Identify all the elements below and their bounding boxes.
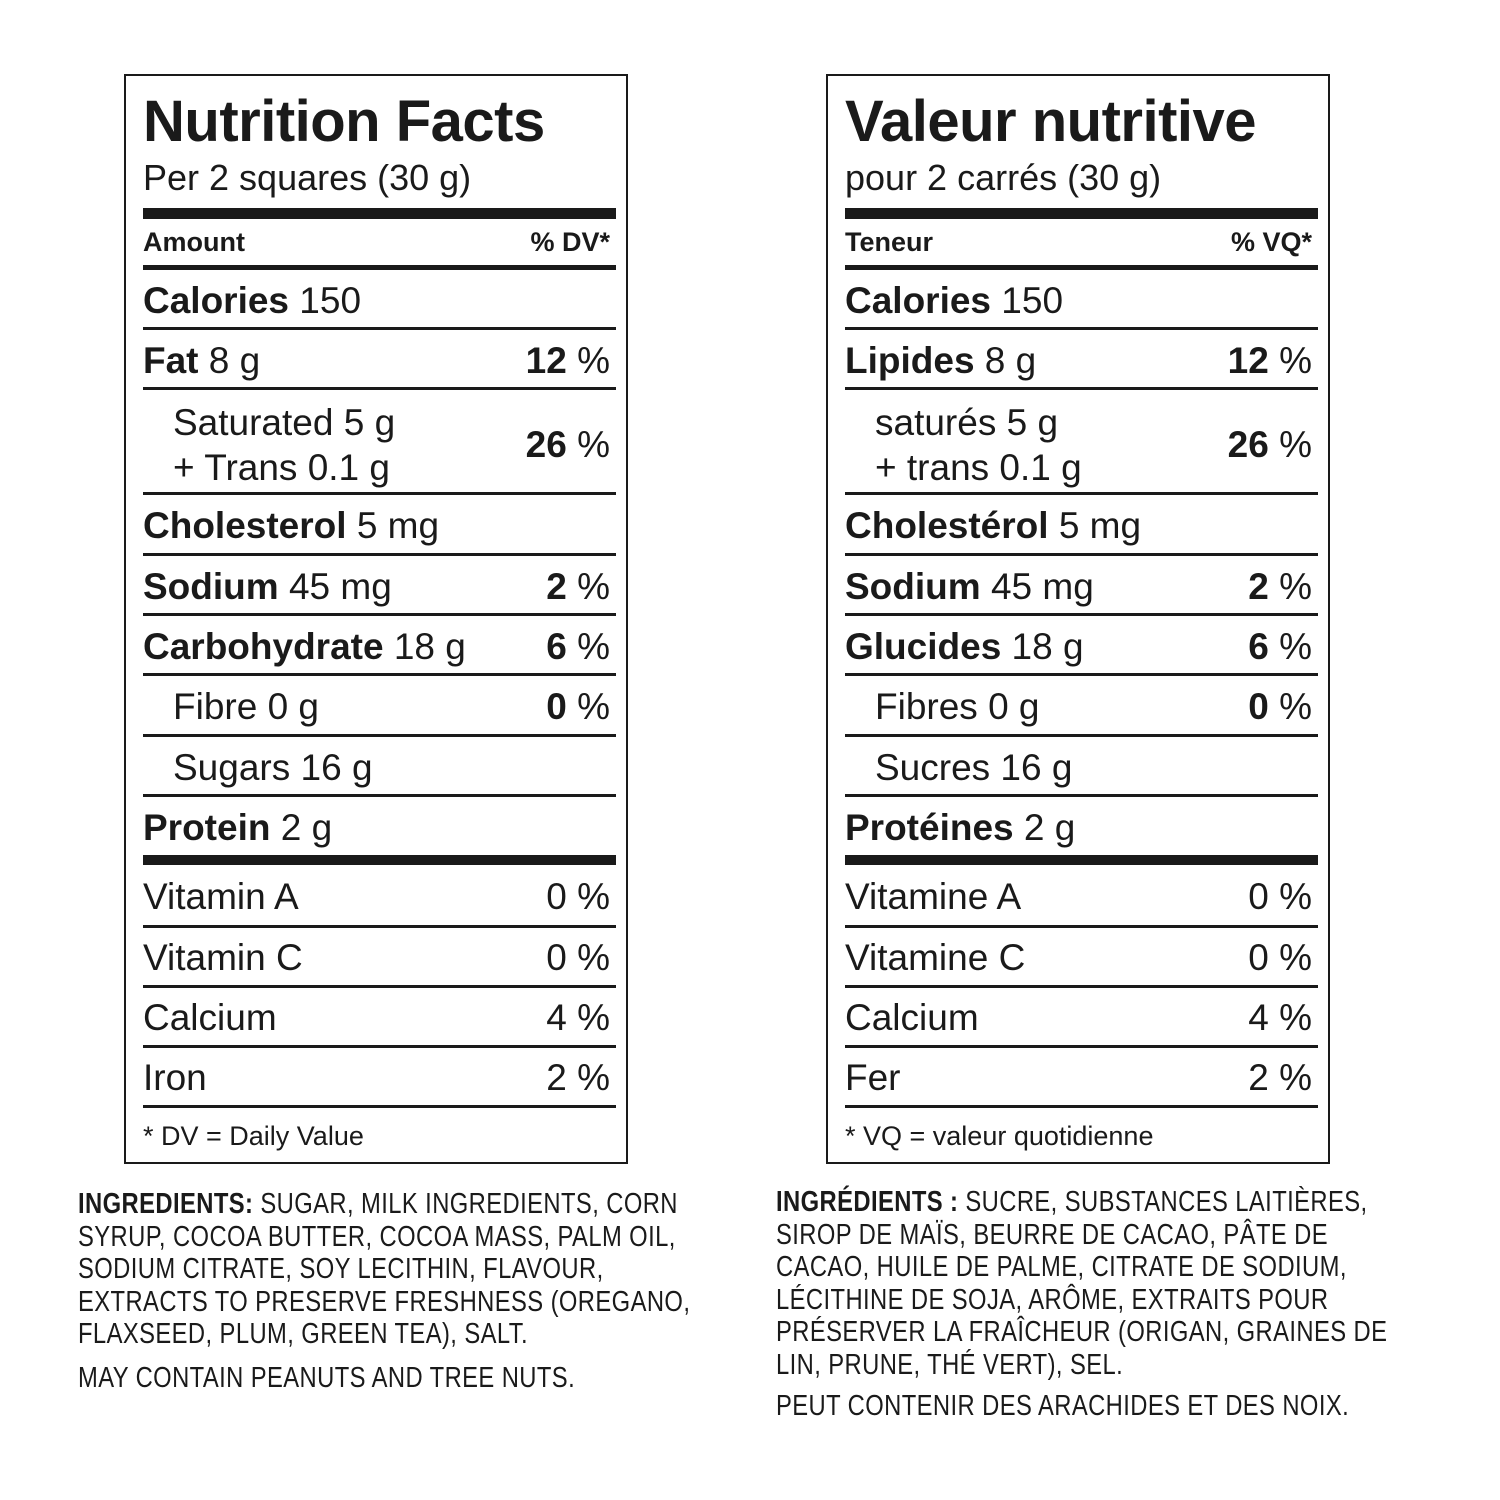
row-rule — [845, 387, 1318, 390]
row-rule — [143, 673, 616, 676]
thick-rule — [845, 208, 1318, 219]
allergen-warning-fr: PEUT CONTENIR DES ARACHIDES ET DES NOIX. — [776, 1390, 1350, 1422]
header-rule — [845, 265, 1318, 270]
row-rule — [143, 1045, 616, 1048]
row-rule — [845, 553, 1318, 556]
nutrition-facts-panel-fr: Valeur nutritive pour 2 carrés (30 g) Te… — [826, 74, 1330, 1164]
ingredients-heading: INGREDIENTS: — [78, 1188, 254, 1220]
row-rule — [845, 985, 1318, 988]
ingredients-list-en: INGREDIENTS: SUGAR, MILK INGREDIENTS, CO… — [78, 1188, 691, 1351]
row-rule — [143, 613, 616, 616]
row-rule — [143, 734, 616, 737]
row-rule — [845, 794, 1318, 797]
row-rule — [143, 794, 616, 797]
row-rule — [845, 1105, 1318, 1108]
row-rule — [143, 327, 616, 330]
row-calories: Calories 150 — [845, 280, 1064, 321]
ingredients-list-fr: INGRÉDIENTS : SUCRE, SUBSTANCES LAITIÈRE… — [776, 1186, 1388, 1381]
row-rule — [845, 925, 1318, 928]
row-rule — [143, 492, 616, 495]
row-rule — [143, 387, 616, 390]
amount-header: Amount — [143, 227, 245, 257]
ingredients-heading: INGRÉDIENTS : — [776, 1186, 959, 1218]
row-rule — [845, 1045, 1318, 1048]
amount-header: Teneur — [845, 227, 934, 257]
row-rule — [143, 925, 616, 928]
footnote: * VQ = valeur quotidienne — [845, 1121, 1154, 1151]
panel-title: Nutrition Facts — [143, 89, 545, 154]
serving-size: pour 2 carrés (30 g) — [845, 157, 1162, 198]
row-rule — [845, 613, 1318, 616]
row-rule — [845, 734, 1318, 737]
column-header: Amount % DV* — [143, 222, 616, 262]
row-rule — [143, 553, 616, 556]
row-rule — [845, 327, 1318, 330]
row-calories: Calories 150 — [143, 280, 362, 321]
dv-header: % DV* — [530, 227, 610, 257]
allergen-warning-en: MAY CONTAIN PEANUTS AND TREE NUTS. — [78, 1362, 576, 1394]
panel-title: Valeur nutritive — [845, 89, 1257, 154]
row-rule — [143, 1105, 616, 1108]
nutrition-facts-panel-en: Nutrition Facts Per 2 squares (30 g) Amo… — [124, 74, 628, 1164]
thick-rule — [143, 208, 616, 219]
footnote: * DV = Daily Value — [143, 1121, 364, 1151]
serving-size: Per 2 squares (30 g) — [143, 157, 472, 198]
row-rule — [143, 985, 616, 988]
column-header: Teneur % VQ* — [845, 222, 1318, 262]
row-rule — [845, 492, 1318, 495]
thick-rule — [845, 855, 1318, 865]
row-rule — [845, 673, 1318, 676]
header-rule — [143, 265, 616, 270]
dv-header: % VQ* — [1230, 227, 1312, 257]
thick-rule — [143, 855, 616, 865]
